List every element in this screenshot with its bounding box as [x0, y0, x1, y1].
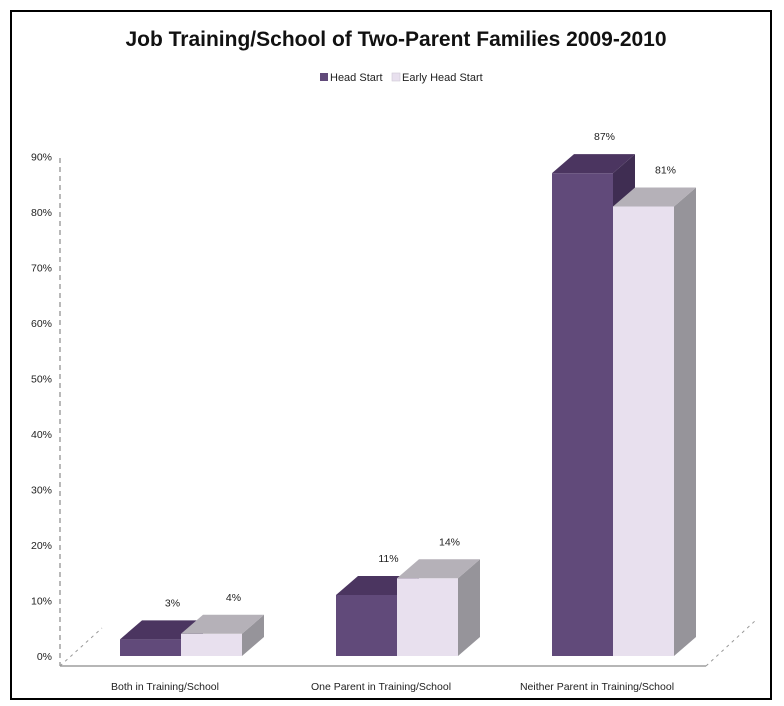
y-tick-label: 40% [31, 429, 52, 441]
bar-front [613, 206, 674, 656]
data-labels: 3% 4% 11% 14% 87% 81% [165, 131, 676, 609]
bar-top [613, 187, 696, 207]
bar-early-head-start-2 [613, 187, 696, 656]
bar-early-head-start-1 [397, 559, 480, 656]
bars [120, 154, 696, 656]
y-tick-label: 90% [31, 152, 52, 164]
bar-front [181, 633, 242, 656]
y-tick-label: 20% [31, 540, 52, 552]
bar-side [674, 187, 696, 656]
axes [59, 158, 757, 667]
bar-side [458, 559, 480, 656]
bar-early-head-start-0 [181, 614, 264, 656]
data-label: 14% [439, 536, 460, 548]
legend-label-head-start: Head Start [330, 72, 383, 84]
y-ticks: 0% 10% 20% 30% 40% 50% 60% 70% 80% 90% [31, 152, 52, 664]
bar-front [120, 639, 181, 656]
legend: Head Start Early Head Start [320, 72, 483, 84]
bar-top [552, 154, 635, 174]
bar-side [242, 614, 264, 656]
x-category-label: One Parent in Training/School [311, 681, 451, 693]
y-tick-label: 50% [31, 374, 52, 386]
floor-right-edge [705, 619, 757, 667]
bar-front [552, 173, 613, 656]
legend-label-early-head-start: Early Head Start [402, 72, 483, 84]
y-tick-label: 10% [31, 596, 52, 608]
y-tick-label: 0% [37, 651, 52, 663]
floor-left-edge [59, 627, 103, 667]
y-tick-label: 30% [31, 485, 52, 497]
chart-title: Job Training/School of Two-Parent Famili… [125, 28, 666, 51]
y-tick-label: 80% [31, 207, 52, 219]
data-label: 81% [655, 164, 676, 176]
legend-swatch-early-head-start [391, 72, 401, 82]
bar-front [397, 578, 458, 656]
bar-front [336, 594, 397, 656]
data-label: 87% [594, 131, 615, 143]
data-label: 11% [378, 553, 398, 565]
x-category-label: Neither Parent in Training/School [520, 681, 674, 693]
data-label: 3% [165, 597, 180, 609]
legend-swatch-head-start [320, 73, 328, 81]
category-labels: Both in Training/School One Parent in Tra… [111, 681, 674, 693]
bar-top [397, 559, 480, 579]
bar-top [181, 614, 264, 634]
y-tick-label: 70% [31, 263, 52, 275]
data-label: 4% [226, 592, 241, 604]
x-category-label: Both in Training/School [111, 681, 219, 693]
y-tick-label: 60% [31, 318, 52, 330]
